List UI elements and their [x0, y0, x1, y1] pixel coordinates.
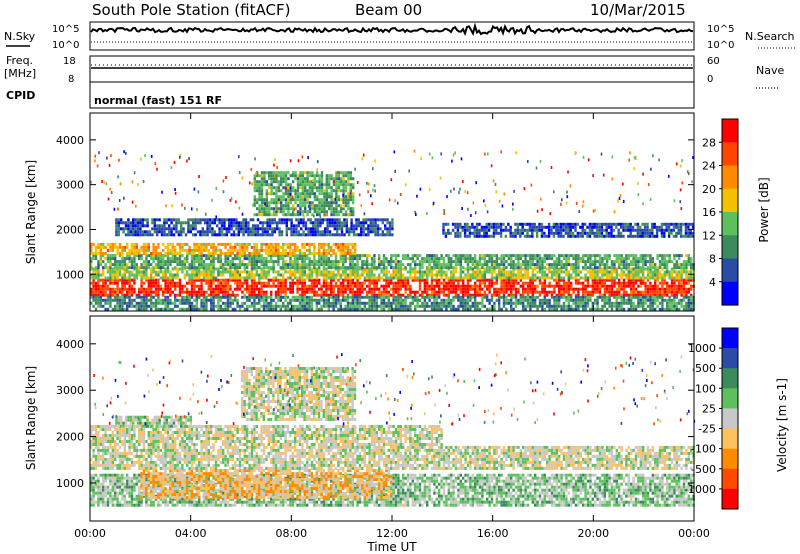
ytick-label-1: 2000 — [56, 431, 84, 444]
colorbar-tick-6: 28 — [702, 136, 716, 149]
ytick-label-0: 1000 — [56, 268, 84, 281]
velocity-ylabel: Slant Range [km] — [24, 366, 38, 470]
nsearch-tick-high: 10^5 — [707, 24, 734, 35]
noise-panel: N.Sky 10^5 10^0 10^5 10^0 N.Search — [4, 21, 796, 51]
nsearch-label: N.Search — [745, 30, 795, 43]
xtick-label-3: 12:00 — [376, 527, 408, 540]
velocity-panel: 1000 2000 3000 4000 Slant Range [km] 1000 50… — [24, 113, 789, 554]
scatter-echoes — [93, 353, 696, 426]
colorbar-tick-0: 1000 — [688, 342, 716, 355]
colorbar-swatch-1 — [722, 348, 738, 369]
ytick-label-3: 4000 — [56, 134, 84, 147]
colorbar-tick-0: 4 — [709, 276, 716, 289]
data-band-3 — [90, 242, 357, 255]
xtick-label-0: 00:00 — [74, 527, 106, 540]
plot-title: South Pole Station (fitACF) — [92, 1, 290, 19]
nsearch-tick-low: 10^0 — [707, 40, 734, 51]
data-band-2 — [90, 445, 695, 470]
cpid-text: normal (fast) 151 RF — [94, 94, 222, 107]
data-band-7 — [90, 295, 695, 311]
colorbar-swatch-4 — [722, 408, 738, 429]
colorbar-tick-5: -100 — [691, 443, 716, 456]
colorbar-swatch-7 — [722, 281, 738, 306]
freq-label: Freq. — [6, 54, 33, 67]
colorbar-swatch-2 — [722, 368, 738, 389]
colorbar-swatch-8 — [722, 488, 738, 510]
frequency-panel: Freq. [MHz] 18 8 60 0 Nave — [4, 54, 784, 89]
nave-tick-low: 0 — [707, 74, 713, 85]
beam-label: Beam 00 — [355, 1, 422, 19]
colorbar-swatch-5 — [722, 428, 738, 450]
colorbar-tick-2: 100 — [695, 382, 716, 395]
data-band-5 — [442, 222, 695, 238]
nsky-label: N.Sky — [4, 30, 36, 43]
colorbar-tick-4: 20 — [702, 183, 716, 196]
xtick-label-5: 20:00 — [577, 527, 609, 540]
nsky-tick-low: 10^0 — [52, 40, 79, 51]
colorbar-swatch-5 — [722, 235, 738, 260]
colorbar-tick-7: -1000 — [684, 483, 716, 496]
power-ylabel: Slant Range [km] — [24, 160, 38, 264]
freq-tick-high: 18 — [63, 56, 76, 67]
colorbar-swatch-6 — [722, 258, 738, 283]
colorbar-swatch-2 — [722, 165, 738, 190]
nsky-tick-high: 10^5 — [52, 24, 79, 35]
colorbar-swatch-3 — [722, 388, 738, 409]
xtick-label-4: 16:00 — [477, 527, 509, 540]
data-band-0 — [90, 278, 695, 297]
data-band-6 — [253, 171, 355, 217]
colorbar-tick-3: 25 — [702, 402, 716, 415]
colorbar-swatch-6 — [722, 448, 738, 470]
velocity-colorbar-label: Velocity [m s-1] — [775, 378, 789, 472]
data-band-4 — [115, 218, 394, 237]
colorbar-swatch-7 — [722, 468, 738, 490]
scatter-echoes — [90, 149, 694, 219]
data-band-3 — [90, 425, 443, 446]
colorbar-swatch-4 — [722, 212, 738, 236]
nave-tick-high: 60 — [707, 56, 720, 67]
nave-label: Nave — [756, 64, 784, 77]
date-label: 10/Mar/2015 — [590, 1, 686, 19]
colorbar-tick-4: -25 — [698, 423, 716, 436]
data-band-1 — [90, 267, 695, 280]
colorbar-tick-1: 500 — [695, 362, 716, 375]
cpid-label: CPID — [6, 89, 35, 102]
data-band-5 — [241, 367, 357, 421]
cpid-panel: CPID normal (fast) 151 RF — [6, 81, 695, 109]
colorbar-tick-5: 24 — [702, 160, 716, 173]
freq-unit-label: [MHz] — [4, 67, 36, 80]
xtick-label-6: 00:00 — [678, 527, 710, 540]
colorbar-swatch-0 — [722, 328, 738, 349]
ytick-label-2: 3000 — [56, 384, 84, 397]
data-band-1 — [140, 469, 393, 500]
ytick-label-0: 1000 — [56, 477, 84, 490]
ytick-label-1: 2000 — [56, 223, 84, 236]
power-colorbar-label: Power [dB] — [757, 177, 771, 242]
freq-tick-low: 8 — [68, 74, 74, 85]
colorbar-tick-2: 12 — [702, 229, 716, 242]
colorbar-tick-1: 8 — [709, 253, 716, 266]
colorbar-tick-6: -500 — [691, 463, 716, 476]
ytick-label-3: 4000 — [56, 338, 84, 351]
data-band-2 — [90, 254, 695, 270]
ytick-label-2: 3000 — [56, 179, 84, 192]
xtick-label-2: 08:00 — [275, 527, 307, 540]
x-axis-label: Time UT — [366, 540, 417, 554]
colorbar-swatch-1 — [722, 142, 738, 167]
colorbar-swatch-0 — [722, 119, 738, 143]
power-panel: 1000 2000 3000 4000 Slant Range [km] 4 8 12 16… — [24, 112, 771, 312]
colorbar-tick-3: 16 — [702, 206, 716, 219]
colorbar-swatch-3 — [722, 188, 738, 213]
xtick-label-1: 04:00 — [175, 527, 207, 540]
nsky-trace — [90, 22, 694, 37]
